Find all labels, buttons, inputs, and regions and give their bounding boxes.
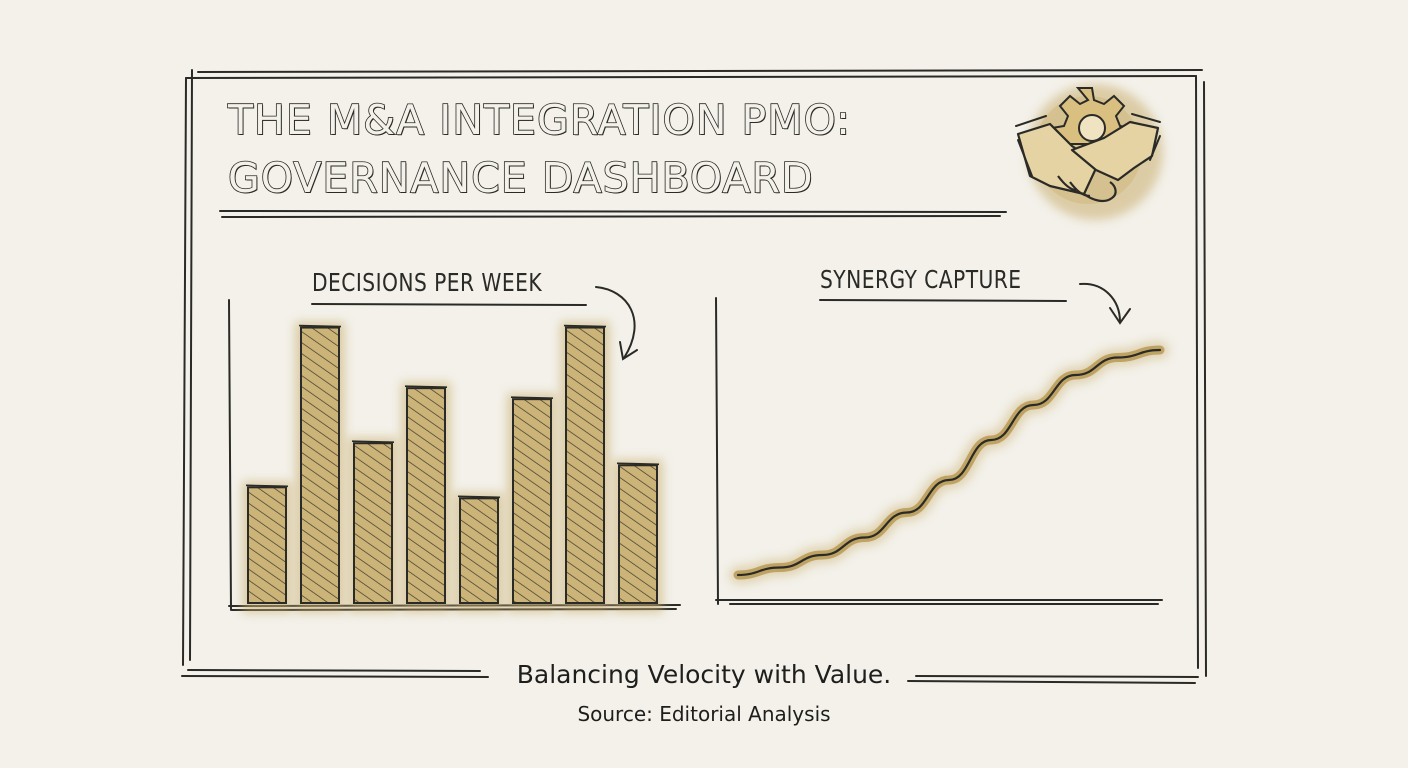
frame-right-line-2 xyxy=(1203,81,1207,677)
title-underline xyxy=(219,210,1007,213)
bar xyxy=(401,382,451,613)
title-underline-2 xyxy=(221,215,1001,218)
bar xyxy=(507,393,557,613)
line-chart xyxy=(729,341,1169,584)
frame-bottom-right-line xyxy=(907,680,1196,684)
caption-source: Source: Editorial Analysis xyxy=(577,702,831,726)
line-chart-title: SYNERGY CAPTURE xyxy=(820,265,1022,294)
bar xyxy=(295,321,345,613)
page-title-line-2: GOVERNANCE DASHBOARD xyxy=(227,153,814,203)
bar-chart xyxy=(242,321,663,613)
frame-bottom-right-line-2 xyxy=(915,675,1199,678)
frame-right-line xyxy=(1195,75,1199,669)
bar-chart-title-underline xyxy=(311,303,587,306)
line-chart-title-underline xyxy=(819,299,1067,302)
bar xyxy=(454,492,504,613)
frame-bottom-left-line xyxy=(181,675,489,678)
bar xyxy=(560,321,610,613)
caption-tagline: Balancing Velocity with Value. xyxy=(516,660,892,689)
frame-top-line xyxy=(197,69,1203,73)
bar-chart-title: DECISIONS PER WEEK xyxy=(312,268,543,297)
gear-handshake-icon xyxy=(1015,84,1163,220)
synergy-line-wash xyxy=(729,341,1169,584)
frame-bottom-left-line-2 xyxy=(187,669,481,672)
frame-left-line-2 xyxy=(189,69,193,661)
line-chart-arrow xyxy=(1079,282,1121,323)
bar xyxy=(613,459,663,613)
page-title-line-1: THE M&A INTEGRATION PMO: xyxy=(227,95,851,145)
synergy-line xyxy=(736,348,1162,577)
synergy-line-band xyxy=(733,345,1165,580)
frame-top-line-2 xyxy=(185,75,1197,79)
frame-left-line xyxy=(182,77,187,666)
line-chart-y-axis xyxy=(715,297,719,605)
bar-chart-y-axis xyxy=(228,299,232,611)
bar xyxy=(242,481,292,613)
bar xyxy=(348,437,398,613)
bar-chart-arrow xyxy=(595,286,636,359)
